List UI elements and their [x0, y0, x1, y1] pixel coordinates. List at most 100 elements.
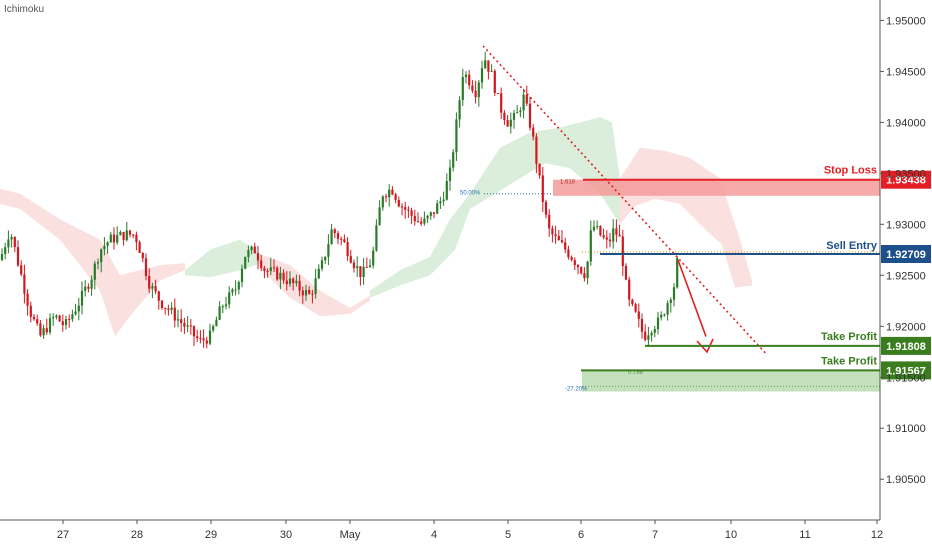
- candle-body: [119, 232, 122, 236]
- candle: [269, 257, 272, 276]
- candle: [48, 313, 52, 335]
- candle: [615, 219, 618, 243]
- candle: [84, 280, 87, 297]
- candle-body: [538, 163, 541, 176]
- candle-body: [189, 325, 192, 327]
- candle: [260, 255, 263, 272]
- candle-body: [509, 119, 512, 127]
- candle-body: [282, 272, 285, 281]
- candle: [410, 207, 413, 224]
- candle-body: [528, 103, 532, 128]
- candle-body: [631, 299, 634, 305]
- candle-body: [464, 74, 468, 77]
- candle: [42, 324, 45, 339]
- candle-body: [292, 278, 295, 284]
- candle-body: [663, 314, 666, 316]
- candle: [512, 109, 516, 129]
- candle: [64, 315, 68, 330]
- candle-body: [269, 267, 272, 272]
- candle: [384, 193, 388, 203]
- candle-body: [516, 112, 519, 114]
- candle: [650, 330, 653, 342]
- x-tick-label-3: 30: [280, 529, 292, 541]
- candle: [640, 313, 644, 339]
- candle: [32, 314, 36, 321]
- candle-body: [557, 236, 560, 241]
- candle-body: [336, 233, 340, 239]
- candle-body: [151, 286, 154, 289]
- candle: [173, 298, 176, 328]
- candle: [416, 212, 420, 223]
- arrow-head: [696, 338, 714, 354]
- y-tick-label-6: 1.93500: [886, 168, 926, 180]
- level-name-1: Sell Entry: [826, 240, 878, 252]
- price-tag-text-1: 1.92709: [886, 249, 926, 261]
- candle: [205, 336, 208, 349]
- candle-body: [640, 319, 644, 332]
- candle: [308, 286, 311, 295]
- candle: [397, 196, 400, 208]
- candle: [263, 265, 266, 279]
- candle-body: [656, 317, 660, 330]
- candle: [429, 211, 432, 220]
- candle-body: [583, 273, 586, 279]
- candle-body: [592, 226, 596, 231]
- candle: [295, 274, 298, 287]
- price-tag-text-2: 1.91808: [886, 341, 926, 353]
- candle: [586, 260, 589, 285]
- candle-body: [621, 236, 624, 266]
- candle-body: [567, 249, 570, 258]
- candle: [208, 323, 212, 346]
- candle-body: [650, 332, 653, 336]
- level-name-0: Stop Loss: [824, 165, 877, 177]
- candle: [420, 217, 423, 226]
- candle: [186, 316, 189, 333]
- candle-body: [208, 330, 212, 344]
- candle-body: [570, 257, 573, 261]
- candle-body: [308, 290, 311, 294]
- candle-body: [77, 305, 80, 312]
- candle: [532, 124, 535, 141]
- candle: [669, 297, 672, 313]
- candle-body: [128, 230, 132, 235]
- candle-body: [506, 120, 509, 127]
- candle: [378, 200, 381, 226]
- cloud-band-0: [0, 188, 185, 337]
- candle-body: [295, 280, 298, 284]
- candle-body: [384, 196, 388, 198]
- candle-body: [141, 253, 144, 259]
- candle-body: [260, 260, 263, 269]
- candle: [647, 327, 650, 347]
- candle: [138, 240, 141, 253]
- candle: [26, 289, 29, 316]
- candle-body: [173, 307, 176, 321]
- x-tick-label-5: 4: [431, 529, 437, 541]
- candle: [288, 271, 292, 287]
- candle: [432, 212, 436, 219]
- candle: [298, 275, 301, 297]
- candle: [180, 309, 183, 332]
- candle: [13, 236, 16, 253]
- candle-body: [176, 319, 180, 321]
- candle-body: [503, 112, 506, 121]
- candle-body: [112, 234, 116, 243]
- candle: [452, 149, 455, 172]
- candle-body: [381, 196, 384, 208]
- candle-body: [647, 335, 650, 340]
- cloud-band-3: [370, 117, 620, 298]
- candle-body: [244, 256, 247, 269]
- candle: [45, 318, 48, 335]
- candle-body: [599, 225, 602, 236]
- candle: [215, 316, 218, 327]
- candle-body: [471, 85, 474, 91]
- candle-body: [612, 228, 615, 242]
- candle: [442, 191, 445, 206]
- candle: [663, 313, 666, 317]
- candle: [170, 302, 173, 315]
- candle-body: [247, 250, 250, 257]
- candle-body: [106, 242, 109, 246]
- candle: [20, 260, 23, 277]
- candle: [608, 232, 612, 248]
- price-tag-3: [881, 361, 931, 380]
- candle-body: [372, 250, 375, 266]
